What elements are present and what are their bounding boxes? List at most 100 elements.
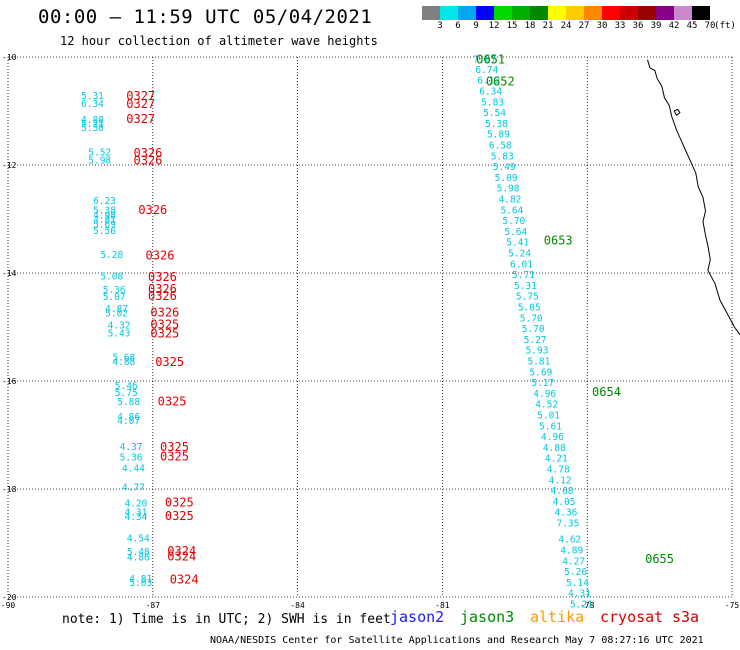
swh-value: 4.34 [124, 512, 147, 523]
swh-value: 5.43 [108, 328, 131, 339]
swh-value: 6.74 [475, 65, 498, 76]
swh-value: 4.52 [535, 400, 558, 411]
legend-item-s3a: s3a [672, 608, 700, 626]
swh-value: 5.93 [526, 346, 549, 357]
lat-tick-label: -14 [2, 269, 17, 278]
color-scale-label: 39 [650, 21, 662, 31]
color-scale-swatch [494, 6, 512, 20]
swh-value: 5.83 [491, 151, 514, 162]
color-scale-swatch [440, 6, 458, 20]
color-scale-swatch [584, 6, 602, 20]
swh-value: 4.32 [108, 320, 131, 331]
swh-value: 4.98 [93, 211, 116, 222]
swh-value: 4.82 [499, 194, 522, 205]
lat-tick-label: -12 [2, 161, 17, 170]
color-scale-label: 9 [473, 21, 479, 31]
swh-value: 6.34 [81, 99, 104, 110]
pass-time: 0326 [148, 282, 177, 296]
swh-value: 5.27 [524, 335, 547, 346]
pass-time: 0327 [126, 89, 155, 103]
swh-value: 5.70 [522, 324, 545, 335]
page-title: 00:00 – 11:59 UTC 05/04/2021 [38, 6, 373, 28]
color-scale-swatch [620, 6, 638, 20]
swh-value: 6.58 [489, 140, 512, 151]
color-scale-swatch [476, 6, 494, 20]
pass-time: 0325 [158, 395, 187, 409]
swh-value: 5.52 [88, 148, 111, 159]
swh-value: 5.75 [516, 292, 539, 303]
swh-value: 5.09 [495, 173, 518, 184]
swh-value: 4.27 [562, 556, 585, 567]
swh-value: 4.21 [545, 454, 568, 465]
swh-value: 5.56 [93, 226, 116, 237]
swh-value: 5.83 [481, 97, 504, 108]
pass-time: 0325 [150, 326, 179, 340]
lat-tick-label: -18 [2, 485, 17, 494]
swh-value: 5.36 [103, 285, 126, 296]
lat-tick-label: -10 [2, 53, 17, 62]
color-scale-swatch [548, 6, 566, 20]
swh-value: 5.26 [564, 567, 587, 578]
legend-item-jason2: jason2 [390, 608, 445, 626]
lon-tick-label: -75 [725, 601, 740, 610]
swh-value: 4.44 [122, 463, 145, 474]
swh-value: 5.98 [497, 184, 520, 195]
swh-value: 4.77 [122, 482, 145, 493]
pass-time: 0653 [544, 234, 573, 248]
color-scale-label: 45 [686, 21, 698, 31]
pass-time: 0324 [167, 544, 196, 558]
swh-value: 4.62 [558, 535, 581, 546]
swh-value: 5.08 [100, 272, 123, 283]
pass-time: 0326 [133, 146, 162, 160]
swh-value: 5.69 [93, 219, 116, 230]
color-scale-label: 15 [506, 21, 518, 31]
swh-value: 5.98 [88, 156, 111, 167]
swh-value: 4.88 [112, 357, 135, 368]
swh-value: 4.20 [124, 499, 147, 510]
swh-value: 7.07 [473, 55, 496, 66]
color-scale-label: 3 [437, 21, 443, 31]
color-scale-unit: (ft) [714, 21, 736, 31]
lon-tick-label: -78 [580, 601, 595, 610]
swh-value: 5.64 [504, 227, 527, 238]
swh-value: 5.07 [103, 292, 126, 303]
swh-value: 5.24 [508, 248, 531, 259]
pass-time: 0327 [126, 97, 155, 111]
swh-value: 5.17 [531, 378, 554, 389]
swh-value: 4.96 [533, 389, 556, 400]
swh-value: 5.49 [493, 162, 516, 173]
pass-time: 0326 [148, 270, 177, 284]
legend-item-jason3: jason3 [460, 608, 515, 626]
swh-value: 4.68 [551, 486, 574, 497]
swh-value: 5.21 [81, 119, 104, 130]
swh-value: 5.46 [115, 381, 138, 392]
lat-tick-label: -16 [2, 377, 17, 386]
pass-time: 0326 [138, 203, 167, 217]
color-scale-label: 36 [632, 21, 644, 31]
swh-value: 5.88 [117, 397, 140, 408]
pass-time: 0654 [592, 385, 621, 399]
swh-value: 6.23 [93, 196, 116, 207]
color-scale-label: 33 [614, 21, 626, 31]
swh-value: 4.88 [543, 443, 566, 454]
swh-value: 5.38 [93, 205, 116, 216]
swh-value: 5.48 [127, 547, 150, 558]
swh-value: 5.14 [566, 578, 589, 589]
swh-value: 7.35 [556, 518, 579, 529]
swh-value: 4.31 [124, 508, 147, 519]
swh-value: 4.31 [568, 589, 591, 600]
color-scale-label: 27 [578, 21, 590, 31]
pass-time: 0326 [146, 249, 175, 263]
pass-time: 0326 [150, 305, 179, 319]
swh-value: 5.01 [537, 410, 560, 421]
color-scale-swatch [674, 6, 692, 20]
pass-time: 0325 [160, 440, 189, 454]
swh-value: 5.02 [105, 308, 128, 319]
swh-value: 4.86 [127, 553, 150, 564]
swh-value: 4.37 [120, 442, 143, 453]
color-scale-label: 6 [455, 21, 461, 31]
color-scale-label: 30 [596, 21, 608, 31]
swh-value: 4.88 [81, 115, 104, 126]
pass-time: 0325 [165, 509, 194, 523]
swh-value: 5.31 [514, 281, 537, 292]
